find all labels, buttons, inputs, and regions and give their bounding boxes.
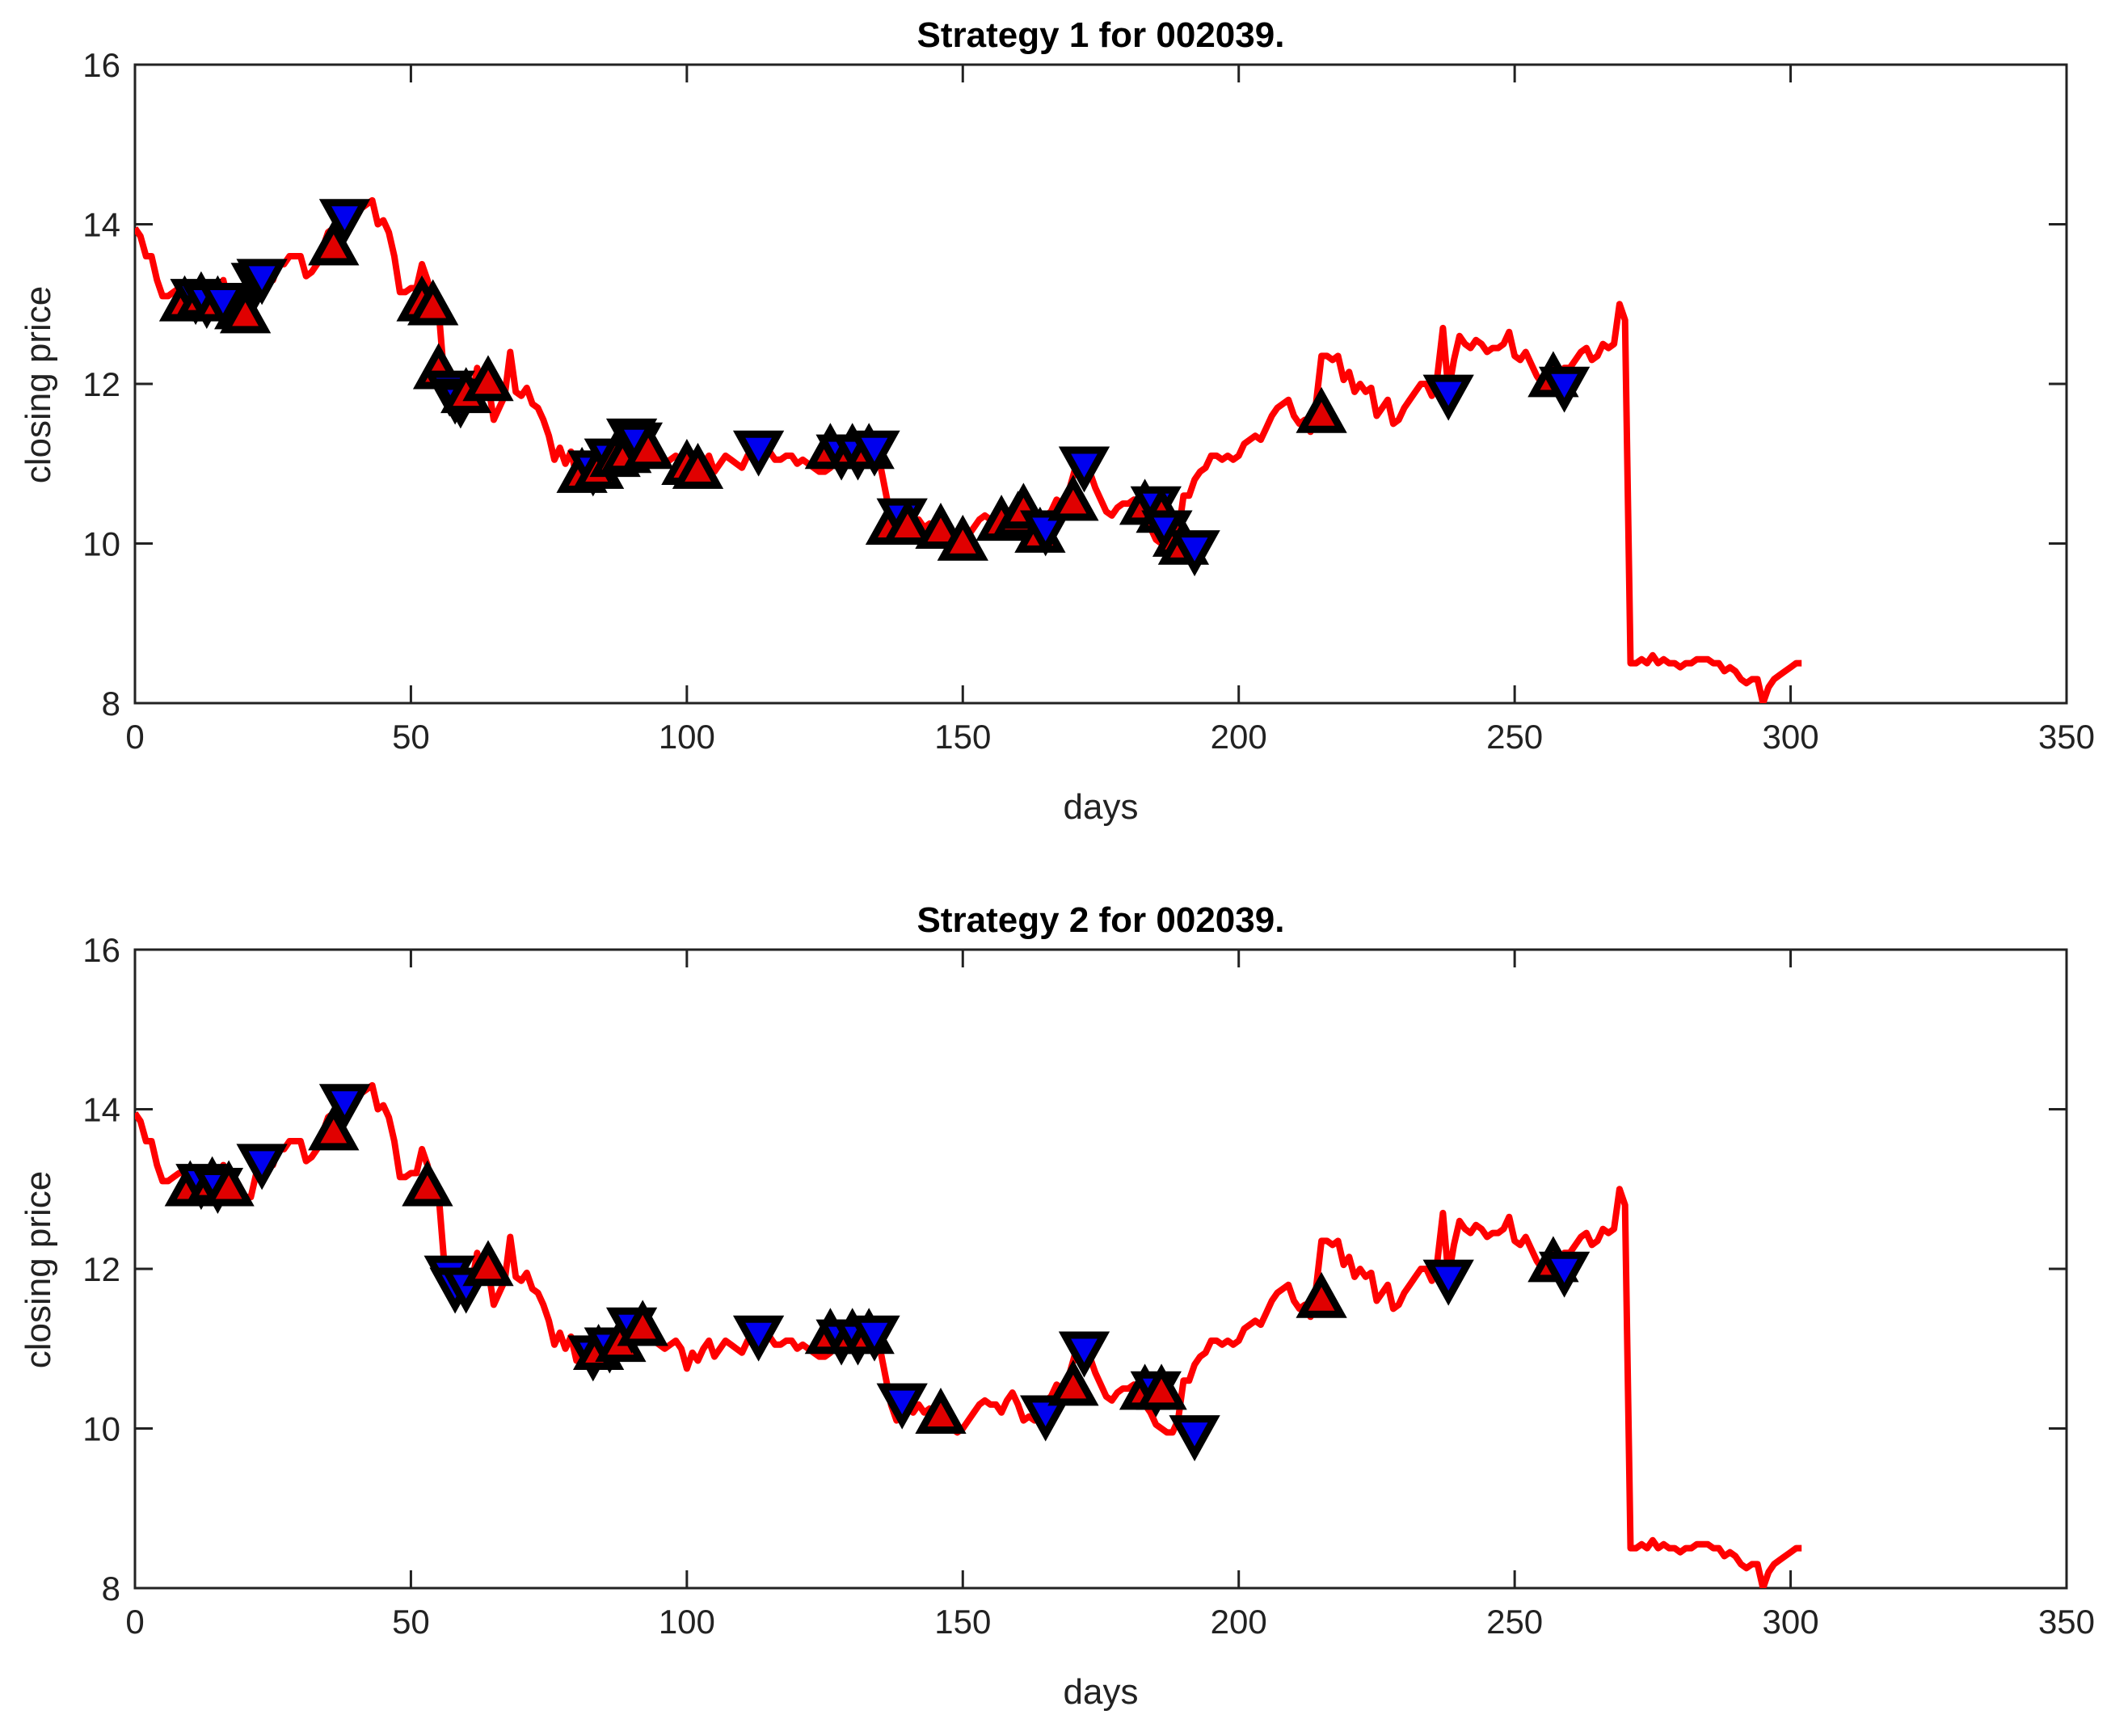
x-tick-label: 150 — [934, 718, 991, 756]
buy-signal-marker — [915, 503, 967, 549]
buy-signal-marker — [462, 1240, 514, 1287]
sell-signal-marker — [732, 430, 785, 477]
y-tick-label: 10 — [82, 525, 120, 563]
sell-signal-marker — [1422, 1259, 1474, 1306]
sell-signal-marker — [849, 1315, 900, 1362]
sell-signal-marker — [1169, 1415, 1220, 1462]
y-tick-label: 16 — [82, 46, 120, 84]
sell-signal-marker — [732, 1315, 785, 1362]
y-tick-label: 16 — [82, 931, 120, 969]
x-tick-label: 250 — [1486, 1603, 1543, 1641]
tick-labels-1: 0 50 100 150 200 250 300 350 8 10 12 14 16 — [82, 46, 2095, 756]
sell-signal-marker — [1422, 374, 1474, 421]
chart-panel-2: Strategy 2 for 002039. days closing pric… — [19, 900, 2095, 1712]
sell-signal-marker — [1538, 1251, 1591, 1298]
y-axis-label-1: closing price — [19, 286, 58, 484]
buy-signal-marker — [1047, 1359, 1099, 1406]
sell-signal-marker — [318, 1084, 371, 1131]
plot-area-2 — [133, 948, 2068, 1590]
buy-signal-marker — [402, 1160, 453, 1207]
x-axis-label-2: days — [1064, 1672, 1139, 1712]
buy-signal-marker — [203, 1160, 255, 1207]
x-tick-label: 300 — [1763, 1603, 1819, 1641]
x-tick-label: 0 — [125, 1603, 144, 1641]
buy-signal-marker — [1047, 474, 1099, 521]
y-tick-label: 8 — [102, 1570, 120, 1607]
y-axis-label-2: closing price — [19, 1171, 58, 1369]
x-tick-label: 350 — [2038, 1603, 2095, 1641]
sell-signal-marker — [849, 430, 900, 477]
buy-signal-marker — [462, 355, 514, 402]
sell-signal-marker — [1058, 1331, 1110, 1378]
sell-signal-marker — [318, 199, 371, 246]
y-tick-label: 8 — [102, 685, 120, 723]
buy-signal-marker — [1296, 1271, 1347, 1318]
y-tick-label: 14 — [82, 1091, 120, 1129]
sell-signal-marker — [236, 259, 288, 305]
x-tick-label: 50 — [392, 718, 430, 756]
buy-signal-marker — [308, 219, 360, 266]
sell-signal-marker — [1020, 1395, 1072, 1442]
sell-signal-marker — [1169, 530, 1220, 577]
buy-signal-marker — [219, 287, 272, 334]
x-tick-label: 200 — [1211, 718, 1267, 756]
buy-signal-marker — [1136, 1363, 1187, 1410]
buy-signal-marker — [937, 514, 988, 561]
chart-title-2: Strategy 2 for 002039. — [917, 900, 1285, 940]
y-tick-label: 10 — [82, 1410, 120, 1448]
y-tick-label: 12 — [82, 365, 120, 403]
x-tick-label: 250 — [1486, 718, 1543, 756]
chart-panel-1: Strategy 1 for 002039. days closing pric… — [19, 15, 2095, 827]
x-tick-label: 350 — [2038, 718, 2095, 756]
x-tick-label: 0 — [125, 718, 144, 756]
sell-signal-marker — [1058, 446, 1110, 493]
buy-signal-marker — [617, 1300, 668, 1346]
x-axis-label-1: days — [1064, 787, 1139, 827]
sell-signal-marker — [236, 1144, 288, 1190]
sell-signal-marker — [876, 1383, 928, 1430]
buy-signal-marker — [882, 499, 933, 545]
buy-signal-marker — [915, 1388, 967, 1434]
x-tick-label: 300 — [1763, 718, 1819, 756]
chart-title-1: Strategy 1 for 002039. — [917, 15, 1285, 55]
price-line-series — [135, 1081, 1802, 1588]
buy-signal-marker — [1296, 386, 1347, 433]
x-tick-label: 100 — [659, 1603, 715, 1641]
x-tick-label: 50 — [392, 1603, 430, 1641]
buy-signal-marker — [407, 279, 459, 326]
y-tick-label: 12 — [82, 1250, 120, 1288]
buy-signal-marker — [622, 423, 674, 470]
buy-signal-marker — [672, 442, 724, 489]
tick-labels-2: 0 50 100 150 200 250 300 350 8 10 12 14 16 — [82, 931, 2095, 1641]
sell-signal-marker — [1020, 510, 1072, 557]
x-tick-label: 100 — [659, 718, 715, 756]
y-tick-label: 14 — [82, 206, 120, 244]
sell-signal-marker — [1538, 366, 1591, 413]
x-tick-label: 200 — [1211, 1603, 1267, 1641]
buy-signal-marker — [308, 1104, 360, 1151]
x-tick-label: 150 — [934, 1603, 991, 1641]
